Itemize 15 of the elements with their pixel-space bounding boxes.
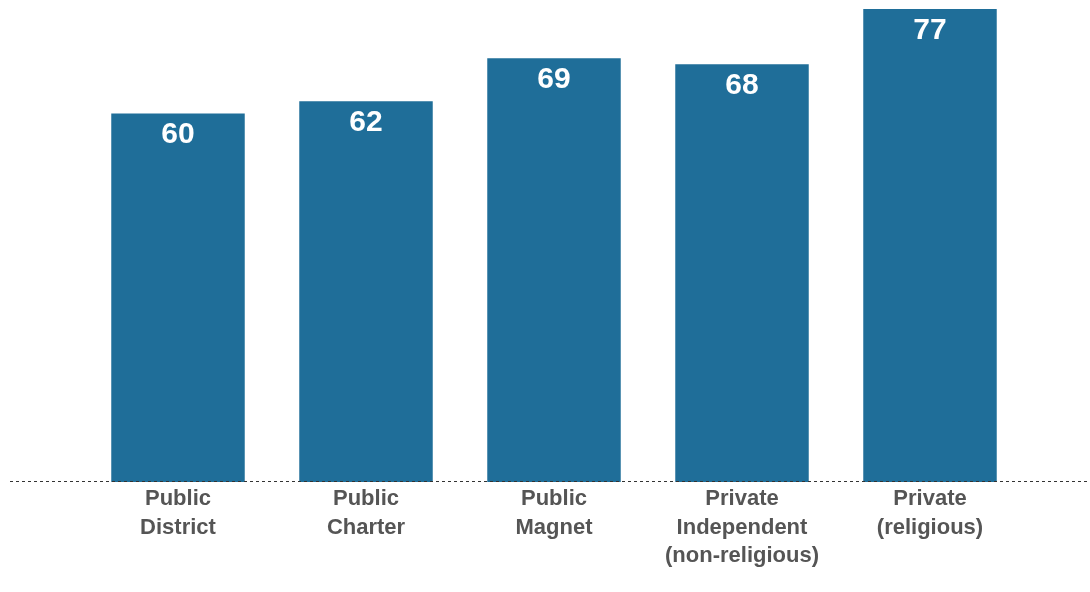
bar [487, 58, 621, 482]
data-label: 68 [725, 67, 759, 101]
data-label: 60 [161, 116, 195, 150]
bar [863, 9, 997, 482]
x-tick-label: Public District [140, 485, 217, 539]
data-label: 77 [913, 12, 947, 45]
data-label: 62 [349, 104, 383, 138]
x-tick-label: Private Independent (non-religious) [665, 485, 819, 568]
x-tick-label: Private (religious) [876, 485, 984, 539]
x-tick-label: Public Magnet [515, 485, 594, 539]
x-tick-label: Public Charter [326, 485, 406, 539]
bar [111, 113, 245, 482]
bar [675, 64, 809, 482]
bar [299, 101, 433, 482]
data-label: 69 [537, 61, 571, 95]
